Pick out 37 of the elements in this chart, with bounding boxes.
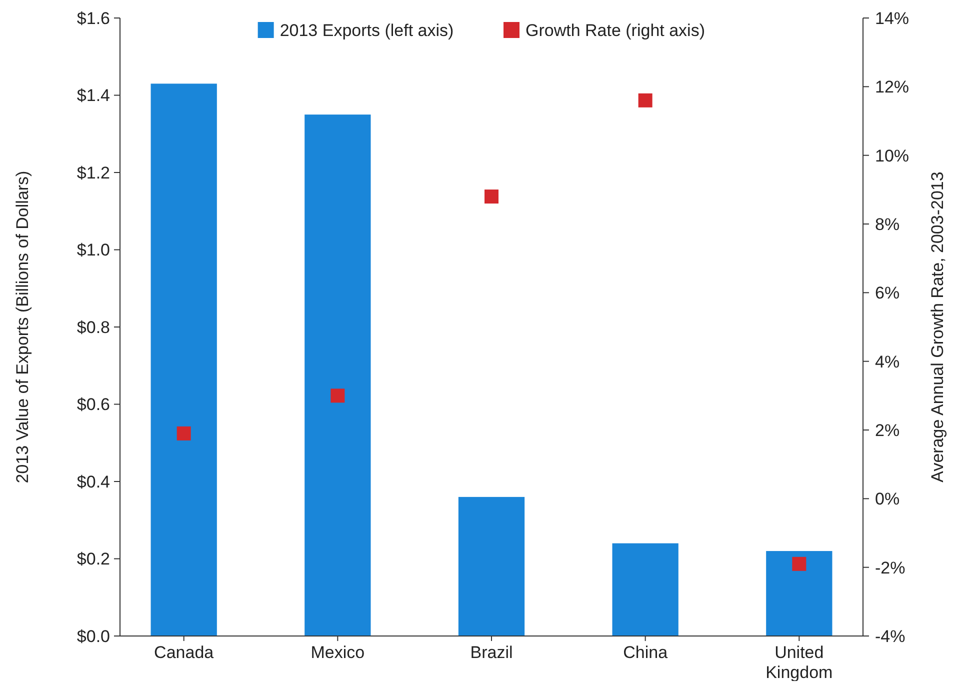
y-axis-title: 2013 Value of Exports (Billions of Dollars) xyxy=(13,170,32,484)
y2-tick-label: 0% xyxy=(875,490,900,509)
y2-tick-label: 4% xyxy=(875,352,900,372)
bar xyxy=(150,84,217,636)
legend-label: Growth Rate (right axis) xyxy=(526,20,705,40)
y2-tick-label: 8% xyxy=(875,214,900,234)
y2-tick-label: 14% xyxy=(875,8,910,28)
y-tick-label: $1.4 xyxy=(76,86,110,106)
x-tick-label: Canada xyxy=(154,643,214,662)
y-tick-label: $0.8 xyxy=(76,318,110,337)
legend-label: 2013 Exports (left axis) xyxy=(280,20,454,40)
point xyxy=(792,556,806,571)
y-tick-label: $1.6 xyxy=(76,8,110,28)
y-tick-label: $0.6 xyxy=(76,395,110,414)
bar xyxy=(766,551,832,636)
point xyxy=(330,388,345,403)
y2-tick-label: 2% xyxy=(875,420,900,440)
bar xyxy=(304,114,371,636)
y-tick-label: $1.2 xyxy=(76,163,110,182)
y2-tick-label: -2% xyxy=(875,558,906,578)
bar xyxy=(458,496,525,636)
x-tick-label: Mexico xyxy=(310,643,365,662)
y-tick-label: $0.2 xyxy=(76,550,110,569)
y-tick-label: $0.0 xyxy=(76,626,110,646)
y-tick-label: $1.0 xyxy=(76,240,110,260)
y2-tick-label: 12% xyxy=(875,78,910,97)
y2-tick-label: 10% xyxy=(875,146,910,166)
y2-tick-label: -4% xyxy=(875,626,906,646)
point xyxy=(638,93,652,108)
y-tick-label: $0.4 xyxy=(76,472,110,492)
x-tick-label: Brazil xyxy=(470,643,513,662)
bar xyxy=(612,543,678,636)
point xyxy=(176,426,191,440)
y2-axis-title: Average Annual Growth Rate, 2003-2013 xyxy=(928,172,947,482)
x-tick-label: China xyxy=(623,643,668,662)
point xyxy=(484,190,498,204)
y2-tick-label: 6% xyxy=(875,284,900,303)
